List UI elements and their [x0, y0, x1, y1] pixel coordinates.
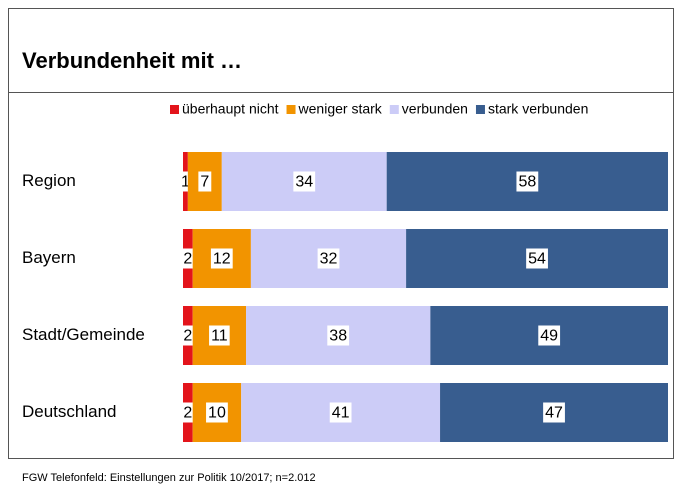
value-label: 10 — [208, 405, 226, 422]
value-label-bg — [516, 171, 539, 192]
value-label-bg — [526, 248, 548, 269]
value-label-bg — [181, 248, 195, 269]
value-label-bg — [181, 325, 195, 346]
value-label: 34 — [295, 174, 313, 191]
value-label: 32 — [320, 251, 338, 268]
value-label-bg — [181, 402, 195, 423]
value-label: 54 — [528, 251, 546, 268]
value-label: 47 — [545, 405, 563, 422]
value-label-bg — [293, 171, 316, 192]
value-label-bg — [210, 248, 233, 269]
legend-swatch — [389, 105, 399, 114]
value-label-bg — [317, 248, 340, 269]
value-label: 41 — [332, 405, 350, 422]
value-label: 2 — [183, 405, 192, 422]
legend-label: überhaupt nicht — [182, 101, 279, 117]
value-label-bg — [329, 402, 352, 423]
value-label-bg — [198, 171, 212, 192]
legend-swatch — [170, 105, 179, 114]
value-label: 1 — [181, 174, 190, 191]
value-label: 49 — [540, 328, 558, 345]
value-label: 2 — [183, 251, 192, 268]
source: FGW Telefonfeld: Einstellungen zur Polit… — [22, 472, 316, 484]
legend-swatch — [475, 105, 485, 114]
category-label: Bayern — [22, 248, 76, 267]
legend-swatch — [286, 105, 296, 114]
frame — [8, 8, 674, 459]
value-label: 2 — [183, 328, 192, 345]
category-label: Deutschland — [22, 402, 117, 421]
value-label-bg — [543, 402, 565, 423]
category-label: Stadt/Gemeinde — [22, 325, 145, 344]
value-label-bg — [209, 325, 230, 346]
legend-label: stark verbunden — [488, 101, 588, 117]
value-label: 7 — [200, 174, 209, 191]
value-label: 12 — [213, 251, 231, 268]
category-label: Region — [22, 171, 76, 190]
legend-label: weniger stark — [298, 101, 383, 117]
value-label-bg — [206, 402, 228, 423]
value-label: 38 — [329, 328, 347, 345]
chart-title: Verbundenheit mit … — [22, 48, 242, 73]
value-label: 11 — [211, 328, 228, 345]
value-label-bg — [327, 325, 350, 346]
value-label-bg — [538, 325, 561, 346]
legend-label: verbunden — [402, 101, 468, 117]
value-label: 58 — [518, 174, 536, 191]
